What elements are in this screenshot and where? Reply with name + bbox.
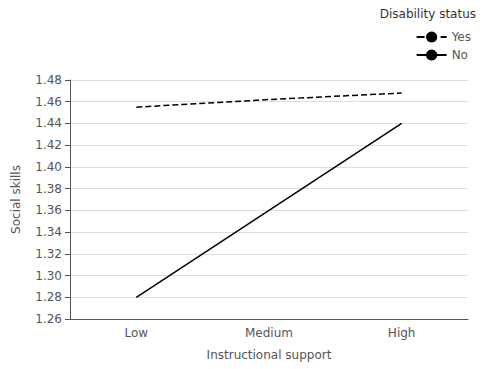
svg-text:1.32: 1.32 — [35, 247, 62, 261]
svg-text:1.38: 1.38 — [35, 182, 62, 196]
svg-text:Low: Low — [125, 326, 149, 340]
svg-text:Instructional support: Instructional support — [207, 348, 332, 362]
svg-text:1.46: 1.46 — [35, 95, 62, 109]
svg-text:Yes: Yes — [451, 30, 471, 44]
svg-text:1.48: 1.48 — [35, 73, 62, 87]
svg-text:Medium: Medium — [245, 326, 293, 340]
svg-text:Social skills: Social skills — [9, 165, 23, 234]
svg-text:1.36: 1.36 — [35, 203, 62, 217]
svg-text:1.44: 1.44 — [35, 116, 62, 130]
svg-text:High: High — [388, 326, 416, 340]
svg-text:Disability status: Disability status — [380, 7, 476, 21]
svg-text:1.30: 1.30 — [35, 269, 62, 283]
svg-text:1.34: 1.34 — [35, 225, 62, 239]
svg-text:1.28: 1.28 — [35, 290, 62, 304]
svg-text:1.26: 1.26 — [35, 312, 62, 326]
svg-text:1.40: 1.40 — [35, 160, 62, 174]
svg-text:No: No — [452, 48, 468, 62]
svg-text:1.42: 1.42 — [35, 138, 62, 152]
